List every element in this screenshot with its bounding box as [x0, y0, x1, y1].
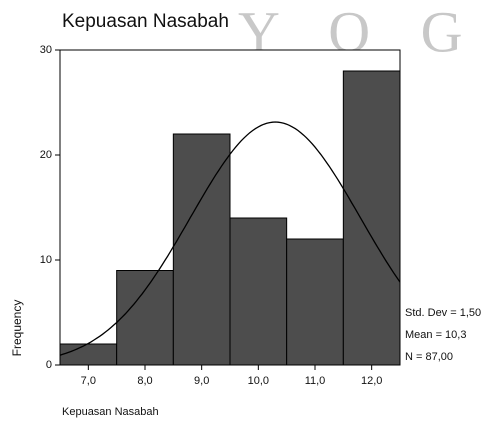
x-tick-label: 12,0 — [361, 375, 382, 387]
stat-n: N = 87,00 — [405, 351, 453, 363]
x-axis-label: Kepuasan Nasabah — [62, 406, 159, 418]
bar — [229, 217, 288, 366]
y-axis-label: Frequency — [10, 300, 24, 357]
bar — [59, 343, 118, 366]
chart-title: Kepuasan Nasabah — [62, 11, 229, 32]
x-tick-label: 10,0 — [248, 375, 269, 387]
y-tick-label: 20 — [40, 149, 52, 161]
x-tick-label: 8,0 — [137, 375, 152, 387]
y-tick-label: 0 — [46, 359, 52, 371]
normal-curve — [59, 121, 401, 356]
stat-mean: Mean = 10,3 — [405, 329, 466, 341]
x-tick-label: 7,0 — [81, 375, 96, 387]
stat-std-dev: Std. Dev = 1,50 — [405, 307, 481, 319]
bar — [116, 270, 174, 366]
bar — [172, 133, 231, 366]
bar — [342, 70, 401, 366]
y-tick-label: 30 — [40, 44, 52, 56]
x-tick-label: 11,0 — [305, 375, 326, 387]
y-tick-label: 10 — [40, 254, 52, 266]
x-tick-label: 9,0 — [194, 375, 209, 387]
bar — [286, 238, 344, 366]
